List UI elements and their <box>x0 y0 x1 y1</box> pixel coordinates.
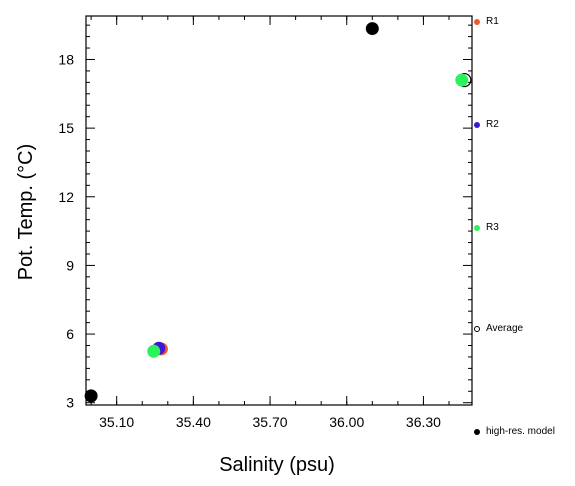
legend-item-r2: R2 <box>474 119 499 130</box>
y-axis-label: Pot. Temp. (°C) <box>15 144 37 281</box>
legend-marker-high-res-model <box>474 428 480 435</box>
legend-label-r2: R2 <box>486 119 499 130</box>
legend-label-r3: R3 <box>486 222 499 233</box>
x-tick-label: 35.40 <box>176 414 211 430</box>
y-tick-label: 15 <box>58 120 74 136</box>
y-tick-label: 3 <box>66 395 74 411</box>
y-tick-label: 18 <box>58 51 74 67</box>
legend-label-high-res-model: high-res. model <box>486 426 555 437</box>
x-tick-label: 36.30 <box>406 414 441 430</box>
point-high-res-model <box>365 22 379 36</box>
y-tick-label: 6 <box>66 326 74 342</box>
legend-item-high-res-model: high-res. model <box>474 426 555 437</box>
x-axis-label: Salinity (psu) <box>219 454 335 476</box>
legend-label-r1: R1 <box>486 16 499 27</box>
point-r3 <box>147 344 161 358</box>
legend-marker-average <box>474 325 480 332</box>
legend-marker-r2 <box>474 121 480 128</box>
point-r3 <box>455 73 469 87</box>
point-high-res-model <box>84 389 98 403</box>
legend-item-r3: R3 <box>474 222 499 233</box>
y-tick-label: 12 <box>58 189 74 205</box>
legend-label-average: Average <box>486 323 524 334</box>
legend-item-r1: R1 <box>474 16 499 27</box>
legend-marker-r1 <box>474 18 480 25</box>
x-tick-label: 35.10 <box>99 414 134 430</box>
plot-frame <box>85 15 473 406</box>
legend-item-average: Average <box>474 323 523 334</box>
x-tick-label: 35.70 <box>253 414 288 430</box>
y-tick-label: 9 <box>66 257 74 273</box>
x-tick-label: 36.00 <box>329 414 364 430</box>
legend: R1 R2 R3 Average high-res. model <box>474 0 574 486</box>
legend-marker-r3 <box>474 224 480 231</box>
